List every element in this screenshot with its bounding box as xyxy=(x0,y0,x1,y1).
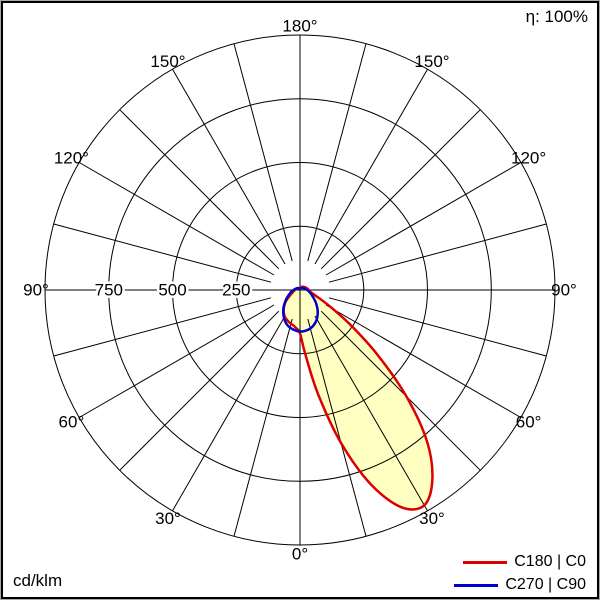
grid-spoke xyxy=(233,43,293,262)
angle-label: 150° xyxy=(150,52,185,71)
legend-line-red xyxy=(463,560,508,564)
series-fill-C180C0 xyxy=(283,286,433,510)
legend: C180 | C0 C270 | C90 xyxy=(454,552,586,595)
grid-spoke xyxy=(119,310,280,471)
grid-spoke xyxy=(314,315,428,512)
efficiency-label: η: 100% xyxy=(525,7,588,26)
grid-spoke xyxy=(314,68,428,265)
angle-label: 180° xyxy=(282,17,317,36)
angle-label: 30° xyxy=(419,509,445,528)
legend-line-blue xyxy=(454,583,499,587)
angle-label: 150° xyxy=(414,52,449,71)
legend-item-c0: C180 | C0 xyxy=(454,552,586,572)
grid-spoke xyxy=(307,318,367,537)
grid-spoke xyxy=(78,304,275,418)
grid-spoke xyxy=(320,310,481,471)
series-fill-layer xyxy=(283,286,433,510)
angle-label: 120° xyxy=(54,149,89,168)
grid-spoke xyxy=(328,297,547,357)
polar-grid-lines xyxy=(44,34,556,546)
legend-label-c90: C270 | C90 xyxy=(505,576,586,593)
radial-tick-label: 500 xyxy=(158,281,186,300)
angle-label: 60° xyxy=(516,413,542,432)
angle-label: 90° xyxy=(23,281,49,300)
angle-label: 120° xyxy=(511,149,546,168)
radial-tick-label: 750 xyxy=(95,281,123,300)
angle-label: 30° xyxy=(155,509,181,528)
grid-spoke xyxy=(307,43,367,262)
grid-spoke xyxy=(233,318,293,537)
series-curve-C270C90 xyxy=(281,286,319,333)
radial-tick-label: 250 xyxy=(222,281,250,300)
angle-label: 90° xyxy=(551,281,577,300)
grid-spoke xyxy=(320,109,481,270)
angle-label: 60° xyxy=(59,413,85,432)
grid-spoke xyxy=(53,297,272,357)
grid-spoke xyxy=(53,223,272,283)
angle-label: 0° xyxy=(292,545,308,564)
grid-spoke xyxy=(325,304,522,418)
axis-labels: 0° 30° 30° 60° 60° 90° 90° 120° 120° 150° 150° 180°… xyxy=(23,17,577,564)
legend-item-c90: C270 | C90 xyxy=(454,575,586,595)
series-stroke-layer xyxy=(281,285,434,511)
legend-label-c0: C180 | C0 xyxy=(514,553,586,570)
grid-spoke xyxy=(119,109,280,270)
grid-spoke xyxy=(328,223,547,283)
grid-spoke xyxy=(172,315,286,512)
grid-spoke xyxy=(172,68,286,265)
grid-spoke xyxy=(325,162,522,276)
unit-label: cd/klm xyxy=(13,571,63,590)
grid-spoke xyxy=(78,162,275,276)
